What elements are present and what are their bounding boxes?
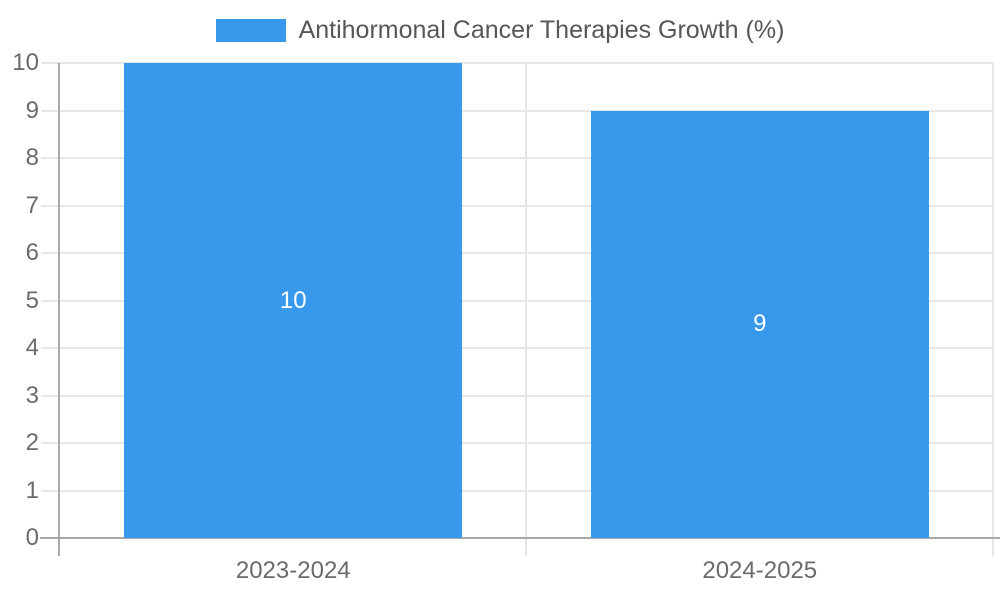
bar-2023-2024: 10	[124, 63, 463, 538]
y-axis-tick-label: 6	[25, 239, 39, 266]
bar-2024-2025: 9	[590, 110, 929, 538]
y-axis-tick-label: 8	[25, 144, 39, 171]
y-axis-tick-label: 10	[12, 49, 39, 76]
y-tick-mark	[41, 489, 60, 492]
y-tick-mark	[41, 347, 60, 349]
y-axis-line	[58, 63, 60, 556]
y-axis-tick-label: 3	[25, 381, 39, 409]
legend-entry[interactable]: Antihormonal Cancer Therapies Growth (%)	[215, 16, 785, 44]
bar-value-label: 10	[279, 286, 307, 314]
y-axis-tick-label: 2	[25, 429, 39, 456]
chart-legend: Antihormonal Cancer Therapies Growth (%)	[0, 18, 1000, 43]
bar-value-label: 9	[753, 310, 767, 338]
y-axis-tick-label: 5	[25, 286, 39, 314]
category-separator-line	[525, 63, 527, 556]
y-tick-mark	[41, 62, 60, 64]
y-tick-mark	[41, 157, 60, 159]
plot-right-border	[991, 63, 994, 556]
x-axis-tick-label: 2023-2024	[235, 557, 351, 584]
y-axis-tick-label: 0	[25, 524, 39, 551]
legend-color-swatch	[215, 19, 286, 42]
y-axis-tick-label: 1	[25, 476, 39, 504]
y-axis-tick-label: 7	[25, 191, 39, 219]
y-tick-mark	[41, 252, 60, 254]
y-tick-mark	[41, 394, 60, 397]
legend-label: Antihormonal Cancer Therapies Growth (%)	[298, 16, 785, 44]
x-axis-line	[40, 537, 1000, 539]
x-axis-tick-label: 2024-2025	[702, 557, 818, 584]
y-tick-mark	[41, 299, 60, 302]
y-tick-mark	[41, 204, 60, 207]
y-axis-tick-label: 9	[25, 96, 39, 124]
y-tick-mark	[41, 442, 60, 444]
y-tick-mark	[41, 109, 60, 112]
y-axis-tick-label: 4	[25, 334, 39, 361]
